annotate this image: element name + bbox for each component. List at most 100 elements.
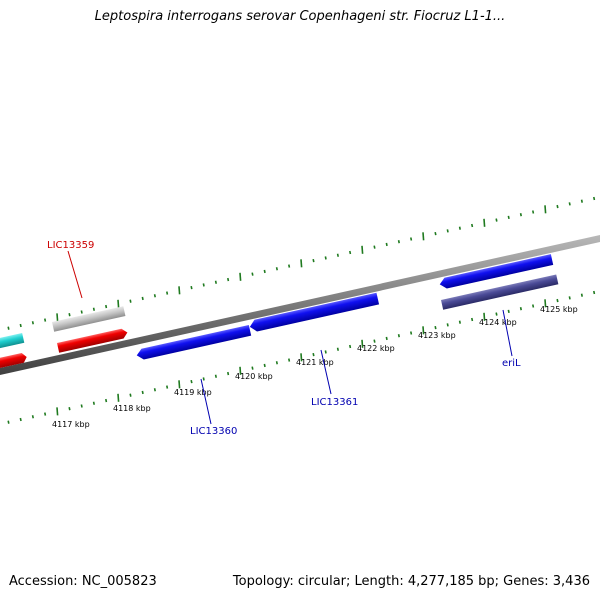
- minor-tick: [263, 269, 266, 274]
- minor-tick: [129, 393, 132, 397]
- gene-lic13361[interactable]: [249, 292, 380, 333]
- minor-tick: [519, 213, 522, 217]
- ruler-label: 4120 kbp: [235, 372, 273, 381]
- major-tick: [239, 366, 242, 375]
- minor-tick: [556, 204, 559, 209]
- ruler-label: 4124 kbp: [479, 318, 517, 327]
- minor-tick: [580, 293, 583, 297]
- major-tick: [422, 232, 425, 241]
- major-tick: [544, 299, 547, 308]
- major-tick: [178, 380, 181, 389]
- minor-tick: [80, 310, 83, 314]
- minor-tick: [214, 280, 217, 284]
- minor-tick: [251, 366, 254, 370]
- gene-lic13359[interactable]: [57, 328, 128, 353]
- major-tick: [117, 299, 120, 308]
- gene-lic13360[interactable]: [136, 324, 252, 361]
- minor-tick: [190, 285, 193, 290]
- minor-tick: [385, 242, 388, 247]
- major-tick: [361, 339, 364, 348]
- gene-upper-blue-right[interactable]: [439, 254, 554, 290]
- minor-tick: [153, 388, 156, 392]
- gene-label-lic13359[interactable]: LIC13359: [47, 240, 94, 251]
- minor-tick: [336, 347, 339, 351]
- minor-tick: [141, 296, 144, 301]
- minor-tick: [31, 321, 34, 325]
- genome-backbone: [0, 235, 600, 375]
- minor-tick: [288, 264, 291, 268]
- minor-tick: [92, 401, 95, 405]
- minor-tick: [31, 415, 34, 419]
- major-tick: [483, 312, 486, 321]
- ruler-label: 4123 kbp: [418, 331, 456, 340]
- minor-tick: [19, 323, 22, 328]
- ruler-label: 4117 kbp: [52, 420, 90, 429]
- minor-tick: [227, 277, 230, 282]
- leader-lic13360: [200, 378, 212, 425]
- major-tick: [361, 245, 364, 254]
- minor-tick: [263, 363, 266, 368]
- major-tick: [117, 393, 120, 402]
- ruler-label: 4125 kbp: [540, 305, 578, 314]
- minor-tick: [153, 294, 156, 298]
- minor-tick: [385, 336, 388, 341]
- minor-tick: [324, 350, 327, 354]
- minor-tick: [410, 237, 413, 241]
- major-tick: [300, 259, 303, 268]
- ruler-labels: 4117 kbp 4118 kbp 4119 kbp 4120 kbp 4121…: [52, 305, 578, 429]
- major-tick: [544, 205, 547, 214]
- major-tick: [56, 313, 59, 322]
- minor-tick: [129, 299, 132, 303]
- minor-tick: [373, 245, 376, 249]
- map-title: Leptospira interrogans serovar Copenhage…: [94, 9, 506, 24]
- gene-eril[interactable]: [441, 274, 559, 310]
- minor-tick: [312, 258, 315, 263]
- leader-eril: [502, 309, 513, 357]
- minor-tick: [336, 253, 339, 257]
- minor-tick: [275, 267, 278, 271]
- minor-tick: [251, 272, 254, 276]
- minor-tick: [105, 304, 108, 309]
- gene-label-lic13360[interactable]: LIC13360: [190, 426, 237, 437]
- minor-tick: [410, 331, 413, 335]
- ruler-label: 4118 kbp: [113, 404, 151, 413]
- gene-lic13359-pseudo[interactable]: [52, 306, 126, 332]
- minor-tick: [434, 325, 437, 330]
- minor-tick: [312, 352, 315, 357]
- minor-tick: [495, 218, 498, 222]
- minor-tick: [593, 196, 596, 201]
- minor-tick: [202, 283, 205, 287]
- major-tick: [56, 407, 59, 416]
- minor-tick: [141, 390, 144, 395]
- major-tick: [483, 218, 486, 227]
- ruler-label: 4121 kbp: [296, 358, 334, 367]
- minor-tick: [556, 298, 559, 303]
- minor-tick: [68, 407, 71, 411]
- lower-tick-track: [7, 290, 596, 424]
- minor-tick: [593, 290, 596, 295]
- minor-tick: [227, 371, 230, 376]
- gene-red-left[interactable]: [0, 352, 28, 371]
- minor-tick: [397, 334, 400, 338]
- minor-tick: [44, 412, 47, 416]
- gene-rna-left[interactable]: [0, 332, 25, 351]
- minor-tick: [105, 398, 108, 403]
- minor-tick: [19, 417, 22, 422]
- gene-label-lic13361[interactable]: LIC13361: [311, 397, 358, 408]
- minor-tick: [202, 377, 205, 381]
- gene-label-eril[interactable]: eriL: [502, 358, 521, 369]
- minor-tick: [568, 296, 571, 300]
- minor-tick: [80, 404, 83, 408]
- minor-tick: [68, 313, 71, 317]
- minor-tick: [471, 223, 474, 228]
- minor-tick: [349, 250, 352, 255]
- leader-lic13359: [67, 250, 83, 299]
- minor-tick: [92, 307, 95, 311]
- ruler-label: 4119 kbp: [174, 388, 212, 397]
- minor-tick: [214, 374, 217, 378]
- major-tick: [300, 353, 303, 362]
- minor-tick: [288, 358, 291, 362]
- minor-tick: [568, 202, 571, 206]
